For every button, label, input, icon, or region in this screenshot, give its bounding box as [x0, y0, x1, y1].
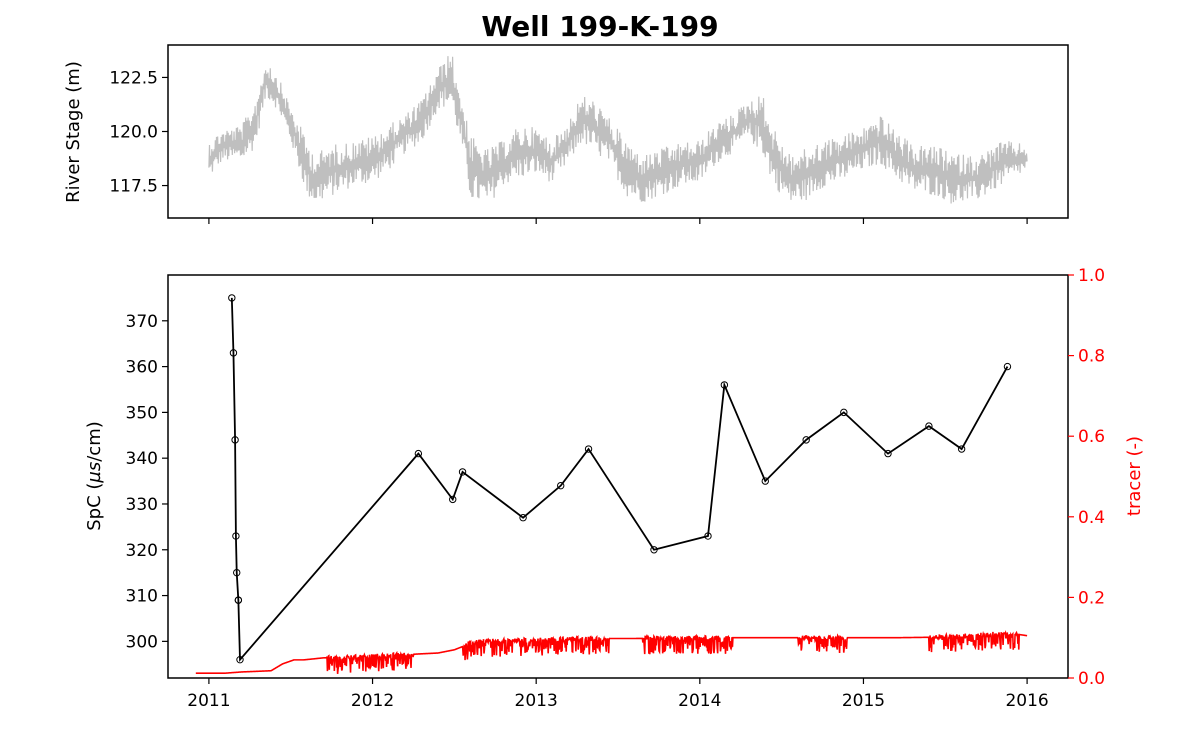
- tracer-series-line: [195, 629, 1028, 674]
- tracer-y-tick-label: 0.8: [1078, 347, 1105, 367]
- spc-tracer-axes-frame: [167, 274, 1069, 679]
- river-stage-y-tick-label: 120.0: [109, 123, 158, 143]
- spc-data-point: [233, 568, 241, 577]
- spc-y-tick-label: 320: [126, 541, 158, 561]
- spc-data-point: [414, 449, 423, 458]
- spc-data-point: [761, 477, 769, 485]
- spc-tracer-panel: 2011 2012 2013 2014 2015 2016 300 310 320 330 340…: [84, 266, 1145, 711]
- x-tick-label: 2015: [842, 691, 885, 711]
- spc-y-axis-label: SpC (µs/cm): [84, 421, 105, 531]
- tracer-y-tick-label: 0.6: [1078, 427, 1105, 447]
- spc-data-point: [840, 408, 848, 417]
- spc-label-suffix: /cm): [84, 421, 105, 462]
- spc-label-unit: µs: [84, 462, 105, 484]
- spc-y-tick-label: 350: [126, 403, 158, 423]
- spc-label-prefix: SpC (: [84, 483, 105, 531]
- spc-data-point: [557, 481, 565, 490]
- tracer-y-tick-label: 0.2: [1078, 588, 1105, 608]
- spc-y-tick-label: 300: [126, 632, 158, 652]
- river-stage-y-ticks: 117.5 120.0 122.5: [109, 68, 168, 197]
- tracer-y-tick-label: 0.0: [1078, 669, 1105, 689]
- spc-data-point: [884, 449, 892, 458]
- spc-data-point: [519, 514, 527, 522]
- tracer-y-axis-label: tracer (-): [1124, 436, 1145, 516]
- spc-data-point: [720, 381, 729, 389]
- river-stage-plot-area: [208, 56, 1028, 204]
- spc-data-point: [957, 445, 966, 453]
- spc-y-tick-label: 310: [126, 587, 158, 607]
- x-tick-label: 2014: [678, 691, 721, 711]
- spc-data-point: [802, 436, 810, 444]
- spc-data-point: [704, 532, 712, 540]
- spc-data-point: [232, 532, 240, 540]
- spc-y-tick-label: 330: [126, 495, 158, 515]
- x-axis-ticks: 2011 2012 2013 2014 2015 2016: [187, 678, 1049, 711]
- spc-y-tick-label: 360: [126, 358, 158, 378]
- spc-tracer-plot-area: [195, 294, 1028, 674]
- spc-data-point: [236, 655, 244, 664]
- tracer-y-tick-label: 1.0: [1078, 266, 1105, 286]
- tracer-y-tick-label: 0.4: [1078, 508, 1105, 528]
- spc-data-point: [458, 468, 467, 476]
- x-tick-label: 2016: [1005, 691, 1048, 711]
- x-tick-label: 2012: [351, 691, 394, 711]
- spc-data-point: [1003, 362, 1012, 371]
- spc-data-point: [584, 445, 593, 453]
- spc-series-line: [230, 297, 1009, 663]
- spc-data-point: [228, 294, 236, 302]
- spc-data-point: [925, 422, 933, 430]
- x-tick-label: 2011: [187, 691, 230, 711]
- spc-data-point: [231, 436, 239, 444]
- river-stage-y-tick-label: 117.5: [109, 177, 158, 197]
- spc-y-tick-label: 370: [126, 312, 158, 332]
- spc-data-point: [234, 596, 243, 604]
- river-stage-panel: 117.5 120.0 122.5 River Stage (m): [63, 44, 1069, 224]
- tracer-y-axis-ticks: 0.0 0.2 0.4 0.6 0.8 1.0: [1068, 266, 1105, 689]
- spc-y-tick-label: 340: [126, 449, 158, 469]
- spc-data-point: [229, 349, 238, 357]
- x-tick-label: 2013: [515, 691, 558, 711]
- river-stage-y-axis-label: River Stage (m): [63, 61, 84, 203]
- chart-title: Well 199-K-199: [481, 10, 718, 43]
- spc-y-axis-ticks: 300 310 320 330 340 350 360 370: [126, 312, 168, 652]
- spc-data-point: [650, 546, 658, 554]
- river-stage-y-tick-label: 122.5: [109, 68, 158, 88]
- river-stage-x-ticks: [208, 218, 1028, 224]
- river-stage-series-line: [208, 56, 1028, 204]
- spc-data-point: [449, 495, 457, 504]
